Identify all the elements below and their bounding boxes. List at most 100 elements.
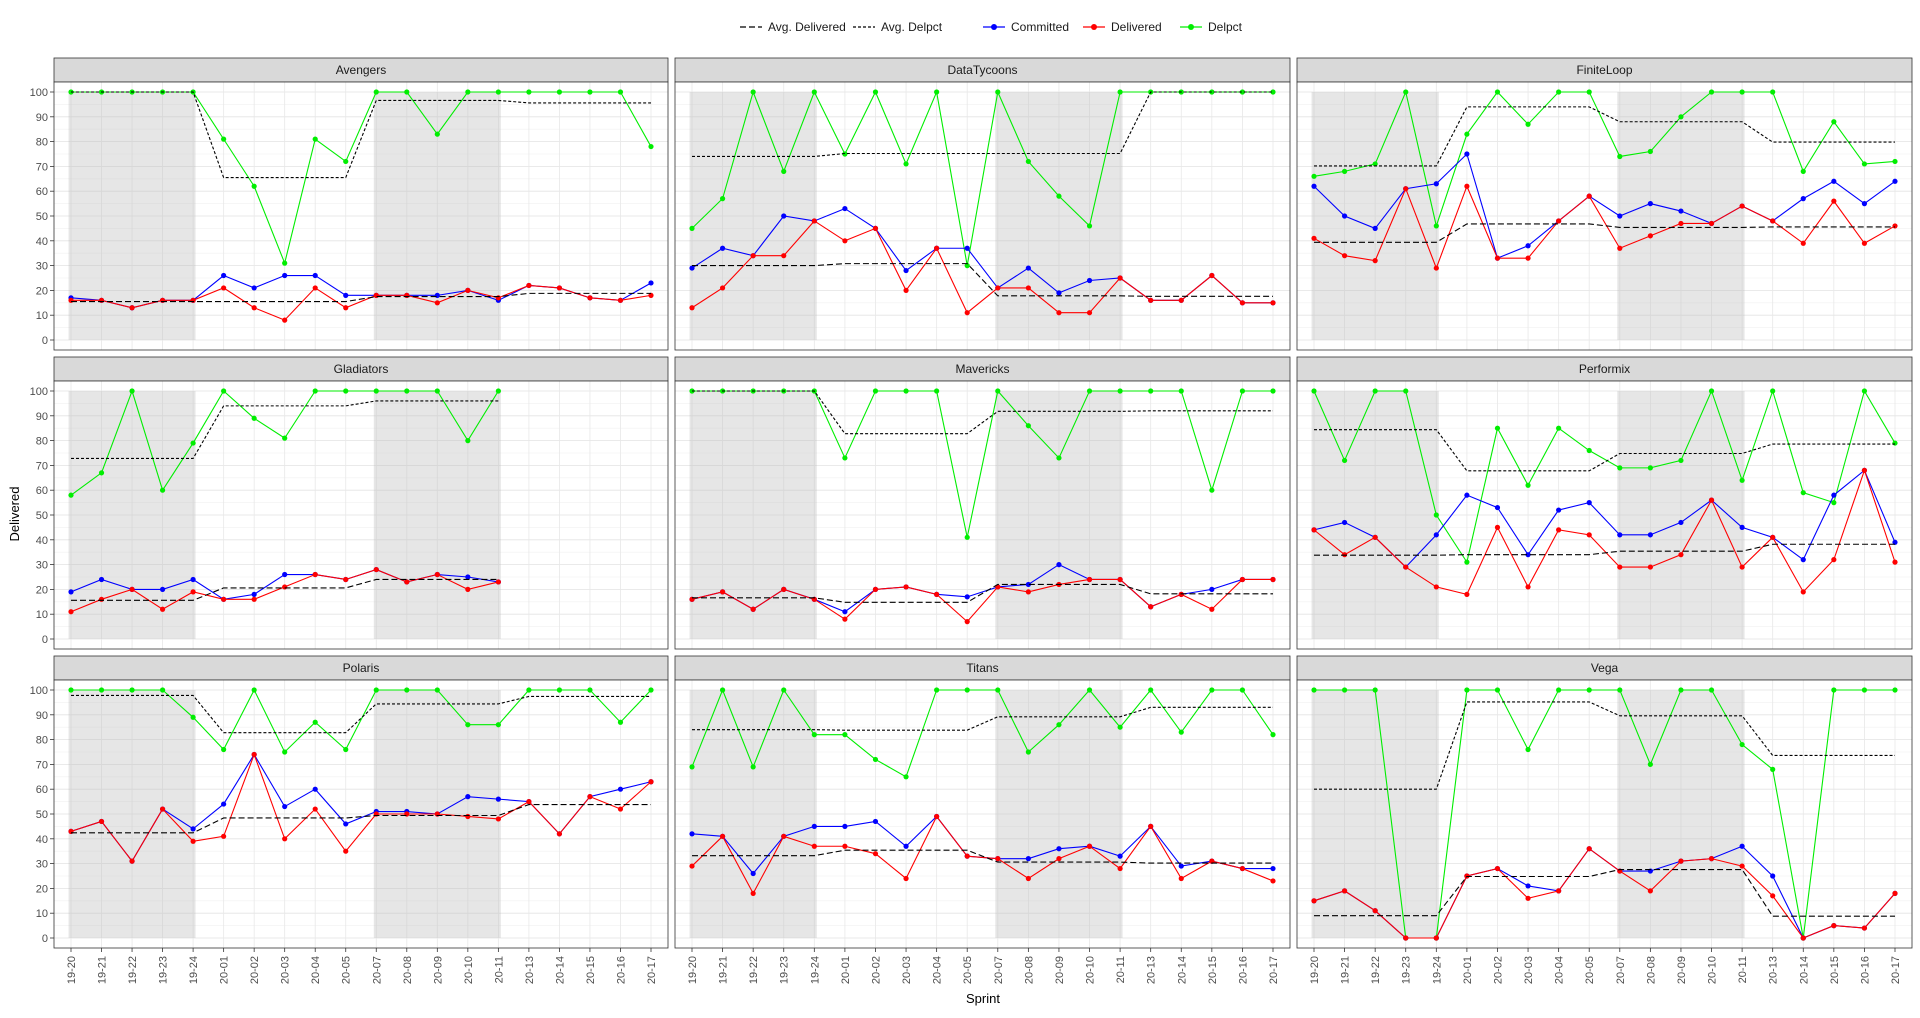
data-point-delivered bbox=[1647, 564, 1653, 570]
data-point-delpct bbox=[1148, 388, 1154, 394]
data-point-delivered bbox=[1209, 858, 1215, 864]
panel-title: Avengers bbox=[336, 63, 386, 77]
data-point-delpct bbox=[1708, 89, 1715, 95]
panel-border bbox=[674, 380, 1291, 650]
panel-titans: Titans 19-20 19-21 19-22 19-23 19-24 20-01 20-0… bbox=[674, 655, 1291, 984]
data-point-delpct bbox=[465, 722, 471, 728]
data-point-delivered bbox=[1270, 576, 1276, 583]
data-point-committed bbox=[1056, 846, 1062, 852]
data-point-committed bbox=[1117, 853, 1123, 859]
data-point-delpct bbox=[465, 89, 471, 95]
x-tick-label: 20-16 bbox=[615, 956, 627, 984]
data-point-delpct bbox=[689, 764, 695, 770]
x-tick-label: 20-04 bbox=[932, 956, 944, 984]
x-tick-label: 20-17 bbox=[646, 956, 658, 984]
x-tick-label: 19-23 bbox=[1401, 956, 1413, 984]
series-line-avg-delpct bbox=[692, 91, 1273, 158]
data-point-delpct bbox=[1239, 687, 1246, 693]
x-tick-label: 20-02 bbox=[249, 956, 261, 984]
data-point-committed bbox=[190, 576, 196, 583]
data-point-delpct bbox=[1494, 89, 1501, 95]
data-point-delivered bbox=[1372, 534, 1378, 540]
data-point-delivered bbox=[1861, 925, 1868, 931]
data-point-committed bbox=[251, 285, 257, 291]
legend-item-avg-delpct: Avg. Delpct bbox=[853, 20, 943, 34]
data-point-delivered bbox=[1770, 893, 1776, 899]
y-tick-label: 100 bbox=[30, 87, 48, 99]
data-point-committed bbox=[750, 870, 756, 877]
data-point-delpct bbox=[1556, 687, 1562, 693]
data-point-delivered bbox=[1892, 890, 1898, 896]
x-tick-label: 20-04 bbox=[1554, 956, 1566, 984]
data-point-delivered bbox=[1892, 223, 1898, 229]
data-point-delpct bbox=[1494, 687, 1501, 693]
data-point-delivered bbox=[1403, 935, 1409, 941]
data-point-delpct bbox=[1239, 388, 1246, 394]
data-point-delivered bbox=[587, 794, 593, 800]
shaded-sprint-range bbox=[1311, 690, 1439, 938]
x-tick-label: 20-10 bbox=[1707, 956, 1719, 984]
data-point-delivered bbox=[343, 305, 349, 311]
data-point-delivered bbox=[1586, 193, 1592, 199]
data-point-delpct bbox=[995, 89, 1001, 95]
data-point-committed bbox=[282, 803, 288, 810]
x-tick-label: 20-11 bbox=[1737, 956, 1749, 983]
data-point-committed bbox=[1433, 181, 1439, 187]
data-point-delpct bbox=[221, 746, 227, 753]
data-point-committed bbox=[434, 292, 440, 298]
x-tick-label: 19-22 bbox=[1370, 956, 1382, 984]
data-point-delpct bbox=[1556, 89, 1562, 95]
data-point-committed bbox=[1025, 581, 1031, 588]
data-point-delpct bbox=[872, 89, 879, 95]
data-point-committed bbox=[1209, 586, 1215, 593]
y-tick-label: 20 bbox=[36, 584, 48, 596]
data-point-committed bbox=[1617, 213, 1623, 219]
data-point-delivered bbox=[1148, 604, 1154, 610]
data-point-delivered bbox=[719, 285, 726, 291]
data-point-delpct bbox=[1025, 749, 1031, 755]
data-point-delivered bbox=[903, 584, 909, 590]
series-line-avg-delivered bbox=[692, 263, 1273, 297]
x-tick-label: 20-11 bbox=[1115, 956, 1127, 983]
data-point-delpct bbox=[1209, 89, 1215, 95]
shaded-sprint-range bbox=[1617, 690, 1745, 938]
data-point-delivered bbox=[689, 305, 695, 311]
data-point-committed bbox=[719, 245, 726, 251]
data-point-delivered bbox=[617, 297, 624, 303]
data-point-delpct bbox=[526, 89, 532, 95]
data-point-committed bbox=[1056, 562, 1062, 568]
shaded-sprint-range bbox=[689, 690, 817, 938]
data-point-committed bbox=[842, 205, 848, 212]
x-tick-label: 20-15 bbox=[585, 956, 597, 984]
data-point-delivered bbox=[221, 833, 227, 839]
data-point-committed bbox=[1341, 213, 1348, 219]
data-point-delpct bbox=[251, 183, 257, 189]
data-point-delivered bbox=[872, 225, 879, 231]
data-point-committed bbox=[781, 213, 787, 219]
y-tick-label: 80 bbox=[36, 137, 48, 149]
x-axis-title: Sprint bbox=[966, 991, 1000, 1006]
panel-title: Polaris bbox=[343, 661, 380, 675]
data-point-committed bbox=[1861, 201, 1868, 207]
data-point-delivered bbox=[1494, 524, 1501, 531]
data-point-delivered bbox=[1617, 245, 1623, 251]
y-tick-label: 10 bbox=[36, 310, 48, 322]
x-tick-label: 20-16 bbox=[1237, 956, 1249, 984]
data-point-delivered bbox=[129, 858, 135, 864]
data-point-delivered bbox=[903, 875, 909, 882]
x-tick-label: 20-03 bbox=[1523, 956, 1535, 984]
data-point-delpct bbox=[1178, 729, 1184, 735]
data-point-delivered bbox=[750, 890, 756, 896]
data-point-delivered bbox=[434, 571, 440, 578]
data-point-delpct bbox=[1586, 447, 1592, 454]
data-point-committed bbox=[1800, 557, 1806, 563]
data-point-delivered bbox=[1148, 823, 1154, 830]
series-line-avg-delivered bbox=[1314, 223, 1895, 243]
data-point-delpct bbox=[129, 687, 135, 693]
data-point-delpct bbox=[995, 388, 1001, 394]
data-point-delpct bbox=[495, 388, 501, 394]
data-point-delivered bbox=[526, 799, 532, 805]
data-point-delpct bbox=[1770, 766, 1776, 772]
x-tick-label: 20-04 bbox=[310, 956, 322, 984]
data-point-delpct bbox=[1209, 687, 1215, 693]
